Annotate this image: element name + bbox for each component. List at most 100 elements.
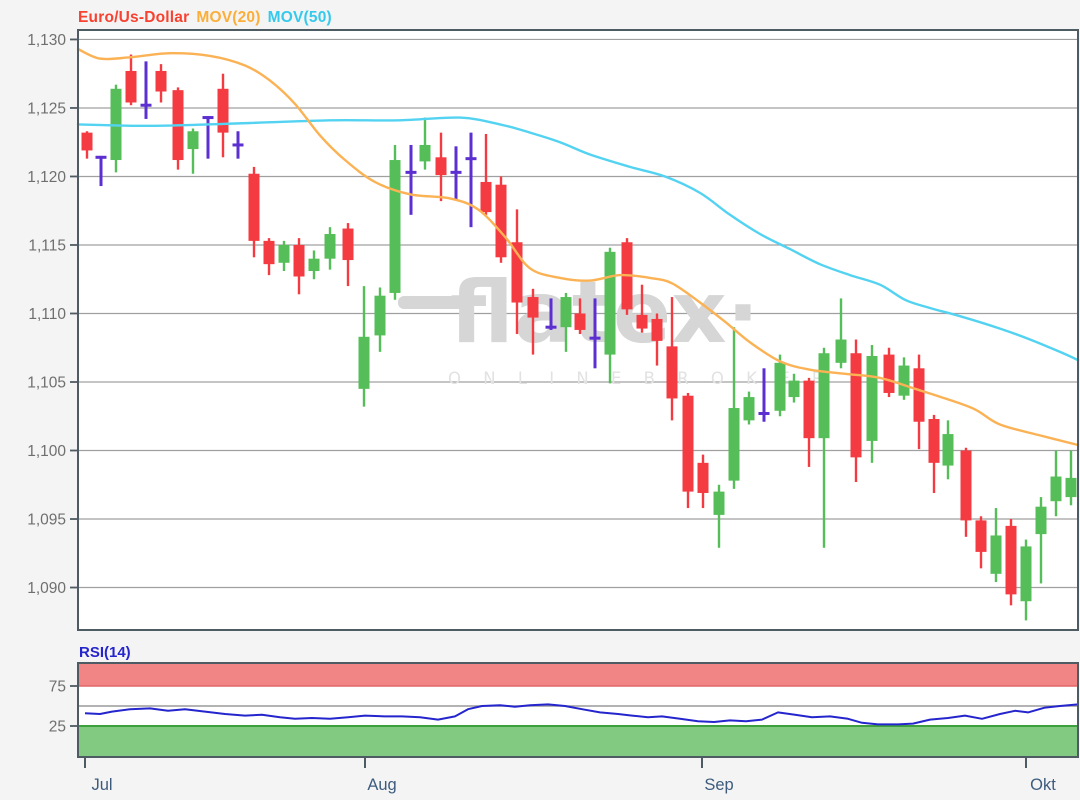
candle-wick <box>717 484 721 548</box>
candle[interactable] <box>835 298 847 369</box>
candle[interactable] <box>1020 539 1032 621</box>
candle-body <box>527 297 539 318</box>
candle[interactable] <box>758 368 770 422</box>
candle-body <box>278 244 290 263</box>
candle[interactable] <box>202 116 214 159</box>
candle-body <box>883 354 895 393</box>
candle-body <box>850 353 862 458</box>
candle-wick <box>762 368 766 422</box>
price-tick-label: 1,125 <box>27 100 66 117</box>
candle[interactable] <box>682 392 694 509</box>
candle[interactable] <box>110 84 122 173</box>
candle[interactable] <box>960 447 972 537</box>
rsi-tick-label: 75 <box>49 679 66 696</box>
doji-bar <box>95 155 107 159</box>
candle[interactable] <box>187 128 199 174</box>
price-tick-label: 1,130 <box>27 32 66 49</box>
candle-body <box>835 339 847 363</box>
candle[interactable] <box>217 73 229 158</box>
candle[interactable] <box>589 298 601 369</box>
candle-wick <box>549 298 553 330</box>
candle[interactable] <box>342 223 354 287</box>
candle[interactable] <box>883 347 895 398</box>
candle[interactable] <box>435 132 447 202</box>
candle[interactable] <box>293 238 305 295</box>
candle-body <box>574 313 586 330</box>
candle[interactable] <box>913 354 925 450</box>
candle[interactable] <box>651 313 663 366</box>
candle[interactable] <box>405 144 417 215</box>
candle-body <box>928 418 940 463</box>
candle[interactable] <box>850 339 862 483</box>
candle-body <box>155 70 167 92</box>
candle-wick <box>206 116 210 159</box>
candle[interactable] <box>527 288 539 355</box>
candle[interactable] <box>545 298 557 330</box>
candle-body <box>293 244 305 277</box>
candle[interactable] <box>713 484 725 548</box>
candle[interactable] <box>81 131 93 159</box>
candle[interactable] <box>990 508 1002 583</box>
candle[interactable] <box>140 61 152 119</box>
candle-wick <box>1069 450 1073 506</box>
candle[interactable] <box>389 144 401 300</box>
candle-wick <box>732 327 736 489</box>
candle-body <box>913 368 925 422</box>
candle[interactable] <box>480 133 492 215</box>
candle[interactable] <box>803 377 815 467</box>
candle[interactable] <box>743 391 755 425</box>
candle[interactable] <box>278 240 290 272</box>
candle[interactable] <box>232 131 244 159</box>
candle[interactable] <box>511 209 523 335</box>
candle[interactable] <box>155 64 167 103</box>
doji-bar <box>758 412 770 416</box>
candle-body <box>942 434 954 466</box>
candle[interactable] <box>324 227 336 270</box>
candle[interactable] <box>495 176 507 263</box>
mov20-line <box>76 47 1080 447</box>
candle-body <box>480 181 492 213</box>
price-tick-label: 1,100 <box>27 443 66 460</box>
candle[interactable] <box>666 297 678 421</box>
candle[interactable] <box>774 354 786 417</box>
month-label: Sep <box>704 776 733 794</box>
candle[interactable] <box>358 286 370 407</box>
candle[interactable] <box>788 373 800 403</box>
candle[interactable] <box>818 347 830 548</box>
candle[interactable] <box>1035 497 1047 584</box>
candle[interactable] <box>697 454 709 509</box>
candle[interactable] <box>728 327 740 489</box>
candle-body <box>358 336 370 389</box>
candle-body <box>636 314 648 329</box>
candle[interactable] <box>172 87 184 170</box>
main-pane[interactable] <box>78 30 1078 630</box>
candle[interactable] <box>95 155 107 187</box>
candle[interactable] <box>560 292 572 352</box>
candle[interactable] <box>604 247 616 384</box>
candle[interactable] <box>975 516 987 569</box>
doji-bar <box>405 170 417 174</box>
candle[interactable] <box>1005 519 1017 606</box>
candle[interactable] <box>419 117 431 170</box>
candle[interactable] <box>636 284 648 333</box>
candle-body <box>308 258 320 272</box>
candle[interactable] <box>248 166 260 258</box>
candle[interactable] <box>574 298 586 335</box>
doji-bar <box>589 336 601 340</box>
candle[interactable] <box>1050 450 1062 517</box>
candle[interactable] <box>898 357 910 400</box>
candle[interactable] <box>308 250 320 280</box>
candle[interactable] <box>263 238 275 276</box>
candle[interactable] <box>465 132 477 228</box>
candle[interactable] <box>942 420 954 480</box>
price-tick-label: 1,110 <box>28 306 66 323</box>
candle[interactable] <box>374 287 386 352</box>
candle[interactable] <box>928 414 940 493</box>
candle-wick <box>423 117 427 170</box>
candle[interactable] <box>866 345 878 463</box>
candle[interactable] <box>450 146 462 200</box>
candle[interactable] <box>125 54 137 106</box>
candle[interactable] <box>1065 450 1077 506</box>
